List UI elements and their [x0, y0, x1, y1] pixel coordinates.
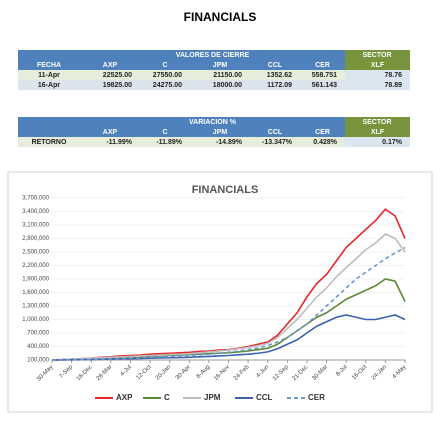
sector-cell: [345, 137, 410, 147]
sector-header: SECTOR: [362, 52, 391, 59]
table-cell: -13.347%: [262, 139, 293, 146]
chart-title: FINANCIALS: [192, 184, 259, 196]
y-tick-label: 700,000: [27, 331, 49, 337]
series-line: [51, 246, 406, 361]
header-band: [18, 50, 345, 70]
y-tick-label: 1,900,000: [22, 277, 49, 283]
column-header: CER: [315, 129, 330, 136]
table-cell: 24275.00: [153, 82, 182, 89]
y-tick-label: 3,100,000: [22, 223, 49, 229]
y-tick-label: 2,200,000: [22, 263, 49, 269]
column-header: CCL: [268, 129, 283, 136]
column-header: FECHA: [37, 62, 61, 69]
column-header: C: [162, 129, 167, 136]
sector-band: [345, 117, 410, 137]
header-band: [18, 117, 345, 137]
column-header: AXP: [103, 62, 118, 69]
table-cell: 0.428%: [313, 139, 338, 146]
y-tick-label: 2,800,000: [22, 236, 49, 242]
y-tick-label: 2,500,000: [22, 250, 49, 256]
column-header: JPM: [213, 129, 228, 136]
column-header: C: [162, 62, 167, 69]
row-band: [18, 137, 345, 147]
y-tick-label: 400,000: [27, 344, 49, 350]
table-cell: RETORNO: [32, 139, 67, 146]
legend-label: AXP: [116, 393, 133, 402]
column-header: AXP: [103, 129, 118, 136]
table-cell: -14.89%: [216, 139, 243, 146]
sector-cell: [345, 70, 410, 80]
table-cell: 19825.00: [103, 82, 132, 89]
y-tick-label: 1,600,000: [22, 290, 49, 296]
y-tick-label: 1,000,000: [22, 317, 49, 323]
column-header: CCL: [268, 62, 283, 69]
table-cell: 16-Apr: [38, 82, 60, 89]
row-band: [18, 70, 345, 80]
table-cell: 78.89: [384, 82, 402, 89]
y-tick-label: 3,700,000: [22, 196, 49, 202]
column-header: XLF: [371, 129, 385, 136]
series-line: [51, 233, 406, 361]
sector-band: [345, 50, 410, 70]
table-cell: 27550.00: [153, 72, 182, 79]
legend-label: CER: [308, 393, 325, 402]
legend-label: CCL: [256, 393, 273, 402]
group-header: VALORES DE CIERRE: [176, 52, 250, 59]
table-cell: 1172.09: [267, 82, 292, 89]
row-band: [18, 80, 345, 90]
y-tick-label: 100,000: [27, 358, 49, 364]
column-header: CER: [315, 62, 330, 69]
table-cell: 78.76: [384, 72, 402, 79]
table-cell: -11.89%: [156, 139, 182, 146]
legend-label: JPM: [204, 393, 221, 402]
column-header: XLF: [371, 62, 385, 69]
table-cell: -11.99%: [106, 139, 132, 146]
table-cell: 1352.62: [267, 72, 292, 79]
y-tick-label: 3,400,000: [22, 209, 49, 215]
page-title: FINANCIALS: [184, 10, 257, 24]
sector-header: SECTOR: [362, 119, 391, 126]
table-cell: 21150.00: [213, 72, 242, 79]
table-cell: 0.17%: [382, 139, 403, 146]
group-header: VARIACION %: [189, 119, 237, 126]
sector-cell: [345, 80, 410, 90]
table-cell: 11-Apr: [38, 72, 60, 79]
table-cell: 558.751: [312, 72, 337, 79]
y-tick-label: 1,300,000: [22, 304, 49, 310]
table-cell: 18000.00: [213, 82, 242, 89]
table-cell: 561.143: [312, 82, 337, 89]
legend-label: C: [164, 393, 170, 402]
table-cell: 22525.00: [103, 72, 132, 79]
column-header: JPM: [213, 62, 228, 69]
